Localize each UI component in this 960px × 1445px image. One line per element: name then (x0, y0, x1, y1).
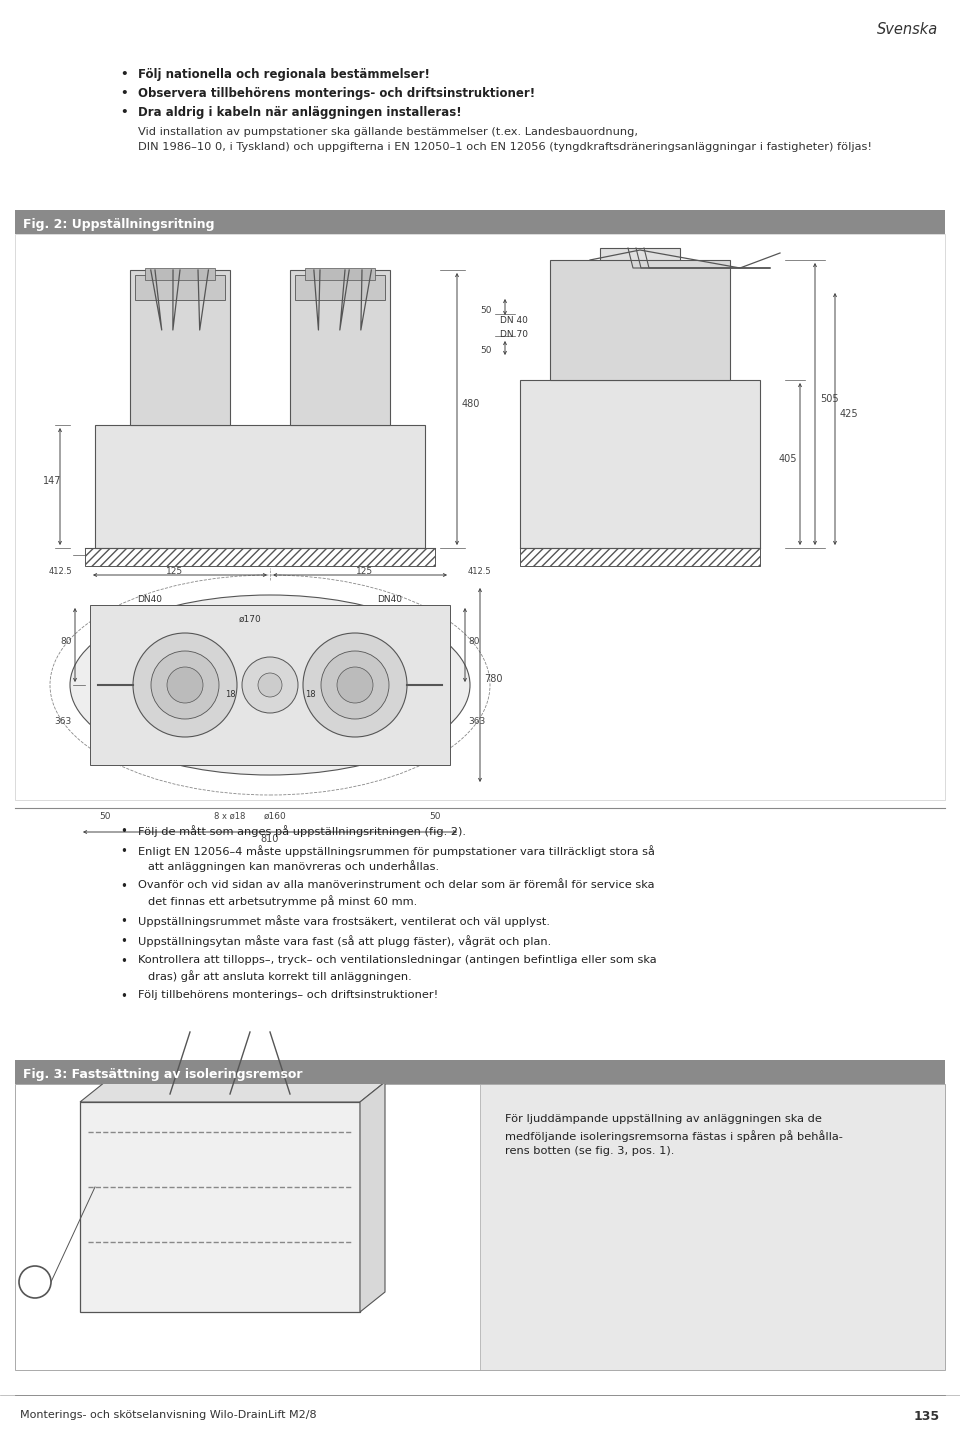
Text: Enligt EN 12056–4 måste uppställningsrummen för pumpstationer vara tillräckligt : Enligt EN 12056–4 måste uppställningsrum… (138, 845, 655, 857)
Bar (15, 1084, 945, 1370)
Text: 363: 363 (55, 717, 72, 725)
Text: det finnas ett arbetsutrymme på minst 60 mm.: det finnas ett arbetsutrymme på minst 60… (148, 894, 418, 907)
Text: 80: 80 (468, 636, 479, 646)
Text: ø170: ø170 (239, 616, 261, 624)
Circle shape (167, 668, 203, 704)
Text: •: • (120, 825, 127, 838)
Bar (15, 1061, 945, 1084)
Text: DN40: DN40 (137, 595, 162, 604)
Ellipse shape (70, 595, 470, 775)
Text: DN40: DN40 (377, 595, 402, 604)
Text: •: • (120, 105, 128, 118)
Text: Följ de mått som anges på uppställningsritningen (fig. 2).: Följ de mått som anges på uppställningsr… (138, 825, 466, 837)
Text: ø160: ø160 (264, 812, 286, 821)
Text: Följ tillbehörens monterings– och driftsinstruktioner!: Följ tillbehörens monterings– och drifts… (138, 990, 439, 1000)
Polygon shape (80, 1082, 385, 1103)
Text: 425: 425 (840, 409, 858, 419)
Bar (145, 267, 215, 280)
Circle shape (19, 1266, 51, 1298)
Bar (605, 280, 623, 295)
Text: 412.5: 412.5 (468, 568, 492, 577)
Text: Fig. 2: Uppställningsritning: Fig. 2: Uppställningsritning (23, 218, 214, 231)
Text: 80: 80 (60, 636, 72, 646)
Text: 125: 125 (356, 566, 373, 577)
Polygon shape (360, 1082, 385, 1312)
Text: 18: 18 (304, 691, 315, 699)
Text: 147: 147 (43, 477, 61, 487)
Bar (15, 234, 945, 801)
Text: Fig. 3: Fastsättning av isoleringsremsor: Fig. 3: Fastsättning av isoleringsremsor (23, 1068, 302, 1081)
Bar (600, 249, 680, 303)
Text: 50: 50 (99, 812, 110, 821)
Text: dras) går att ansluta korrekt till anläggningen.: dras) går att ansluta korrekt till anläg… (148, 970, 412, 983)
Text: •: • (120, 845, 127, 858)
Bar (520, 548, 760, 566)
Text: Dra aldrig i kabeln när anläggningen installeras!: Dra aldrig i kabeln när anläggningen ins… (138, 105, 462, 118)
Text: •: • (120, 915, 127, 928)
Text: Uppställningsrummet måste vara frostsäkert, ventilerat och väl upplyst.: Uppställningsrummet måste vara frostsäke… (138, 915, 550, 926)
Bar (80, 1103, 360, 1312)
Bar (550, 260, 730, 380)
Text: DIN 1986–10 0, i Tyskland) och uppgifterna i EN 12050–1 och EN 12056 (tyngdkraft: DIN 1986–10 0, i Tyskland) och uppgifter… (138, 142, 872, 152)
Text: rens botten (se fig. 3, pos. 1).: rens botten (se fig. 3, pos. 1). (505, 1146, 674, 1156)
Bar (95, 425, 425, 548)
Bar (130, 270, 230, 425)
Text: Ovanför och vid sidan av alla manöverinstrument och delar som är föremål för ser: Ovanför och vid sidan av alla manöverins… (138, 880, 655, 890)
Text: DN 40: DN 40 (500, 316, 528, 325)
Text: medföljande isoleringsremsorna fästas i spåren på behålla-: medföljande isoleringsremsorna fästas i … (505, 1130, 843, 1142)
Text: 18: 18 (225, 691, 235, 699)
Text: 125: 125 (166, 566, 183, 577)
Text: Kontrollera att tillopps–, tryck– och ventilationsledningar (antingen befintliga: Kontrollera att tillopps–, tryck– och ve… (138, 955, 657, 965)
Text: Uppställningsytan måste vara fast (så att plugg fäster), vågrät och plan.: Uppställningsytan måste vara fast (så at… (138, 935, 551, 946)
Text: 50: 50 (481, 345, 492, 355)
Bar (520, 380, 760, 548)
Text: 50: 50 (429, 812, 441, 821)
Circle shape (133, 633, 237, 737)
Text: 810: 810 (261, 834, 279, 844)
Text: För ljuddämpande uppställning av anläggningen ska de: För ljuddämpande uppställning av anläggn… (505, 1114, 822, 1124)
Bar (305, 267, 375, 280)
Text: att anläggningen kan manövreras och underhållas.: att anläggningen kan manövreras och unde… (148, 860, 439, 871)
Text: DN 70: DN 70 (500, 329, 528, 340)
Circle shape (337, 668, 373, 704)
Text: 480: 480 (462, 399, 480, 409)
Text: Monterings- och skötselanvisning Wilo-DrainLift M2/8: Monterings- och skötselanvisning Wilo-Dr… (20, 1410, 317, 1420)
Bar (85, 548, 435, 566)
Text: •: • (120, 87, 128, 100)
Bar (628, 275, 658, 295)
Text: 50: 50 (481, 306, 492, 315)
Text: •: • (120, 880, 127, 893)
Text: 363: 363 (468, 717, 485, 725)
Bar (15, 210, 945, 234)
Text: 505: 505 (820, 394, 839, 405)
Text: •: • (120, 990, 127, 1003)
Text: 412.5: 412.5 (48, 568, 72, 577)
Circle shape (258, 673, 282, 696)
Bar (15, 1084, 480, 1370)
Text: Svenska: Svenska (876, 22, 938, 38)
Text: Följ nationella och regionala bestämmelser!: Följ nationella och regionala bestämmels… (138, 68, 430, 81)
Circle shape (151, 652, 219, 720)
Bar (135, 275, 225, 301)
Text: •: • (120, 935, 127, 948)
Circle shape (242, 657, 298, 712)
Text: •: • (120, 68, 128, 81)
Bar (90, 605, 450, 764)
Text: Vid installation av pumpstationer ska gällande bestämmelser (t.ex. Landesbauordn: Vid installation av pumpstationer ska gä… (138, 127, 638, 137)
Bar (295, 275, 385, 301)
Text: 8 x ø18: 8 x ø18 (214, 812, 246, 821)
Bar (480, 1084, 945, 1370)
Circle shape (321, 652, 389, 720)
Circle shape (303, 633, 407, 737)
Text: 1: 1 (31, 1276, 39, 1290)
Text: •: • (120, 955, 127, 968)
Text: Observera tillbehörens monterings- och driftsinstruktioner!: Observera tillbehörens monterings- och d… (138, 87, 535, 100)
Text: 135: 135 (914, 1410, 940, 1423)
Text: 780: 780 (484, 673, 502, 683)
Text: 405: 405 (779, 454, 797, 464)
Bar (290, 270, 390, 425)
